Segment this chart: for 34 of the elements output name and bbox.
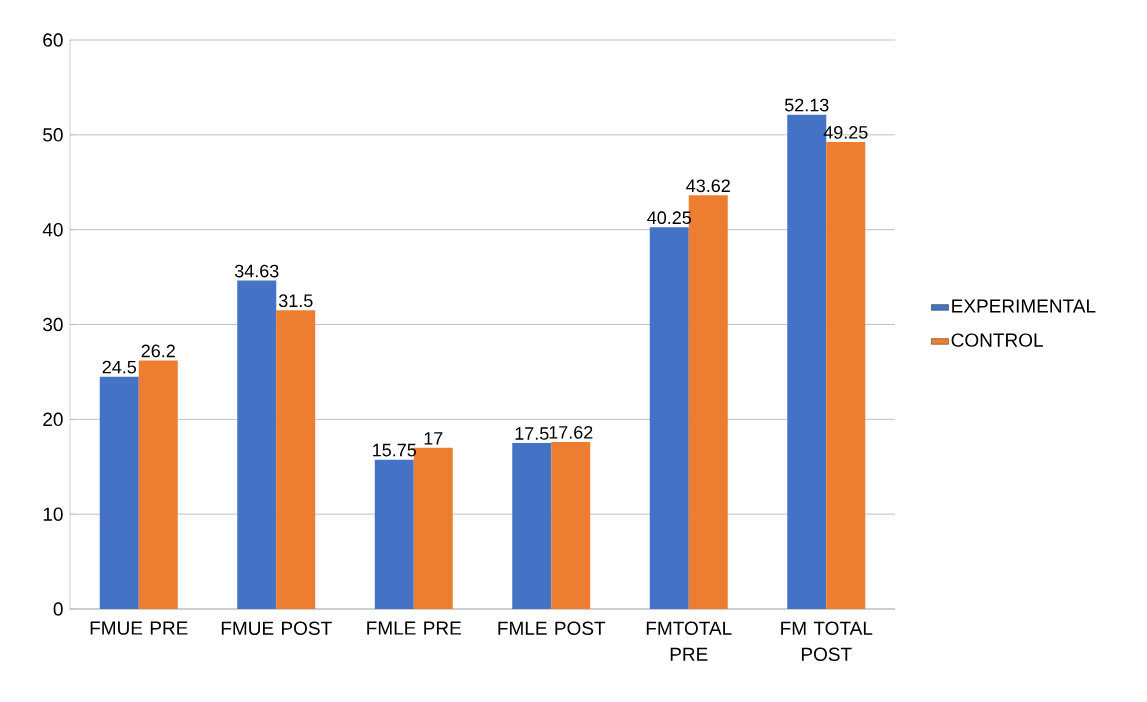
x-tick-label: FM TOTAL POST — [781, 621, 873, 661]
y-tick-label: 40 — [42, 222, 63, 237]
bar — [276, 310, 316, 609]
x-tick-label: FMUE POST — [221, 621, 332, 635]
bar — [649, 227, 689, 609]
bar — [138, 360, 178, 609]
bar — [237, 280, 277, 609]
x-tick-label: FMUE PRE — [90, 621, 188, 635]
bar — [826, 141, 866, 609]
data-label: 17 — [424, 432, 443, 445]
legend-label: CONTROL — [951, 333, 1043, 347]
data-label: 17.62 — [549, 425, 593, 439]
y-tick-label: 60 — [43, 33, 63, 47]
x-tick-label: FMLE PRE — [367, 621, 461, 635]
data-label: 52.13 — [784, 98, 829, 112]
y-tick-label: 10 — [43, 507, 63, 521]
data-label: 34.63 — [234, 264, 279, 278]
data-label: 24.5 — [102, 360, 137, 374]
y-tick-label: 30 — [43, 317, 63, 332]
bar — [512, 443, 552, 609]
data-label: 31.5 — [278, 294, 313, 308]
data-label: 15.75 — [373, 443, 417, 457]
bar — [374, 459, 414, 609]
y-tick-label: 0 — [53, 602, 63, 616]
x-tick-label: FMLE POST — [498, 621, 606, 635]
x-tick-label: FMTOTAL PRE — [646, 621, 732, 661]
y-tick-label: 20 — [43, 412, 63, 427]
y-tick-label: 50 — [43, 128, 63, 142]
data-label: 17.5 — [515, 427, 549, 440]
bar — [99, 376, 139, 609]
legend-label: EXPERIMENTAL — [952, 299, 1096, 313]
bar — [551, 441, 591, 609]
data-label: 26.2 — [141, 344, 175, 358]
data-label: 43.62 — [686, 179, 730, 193]
